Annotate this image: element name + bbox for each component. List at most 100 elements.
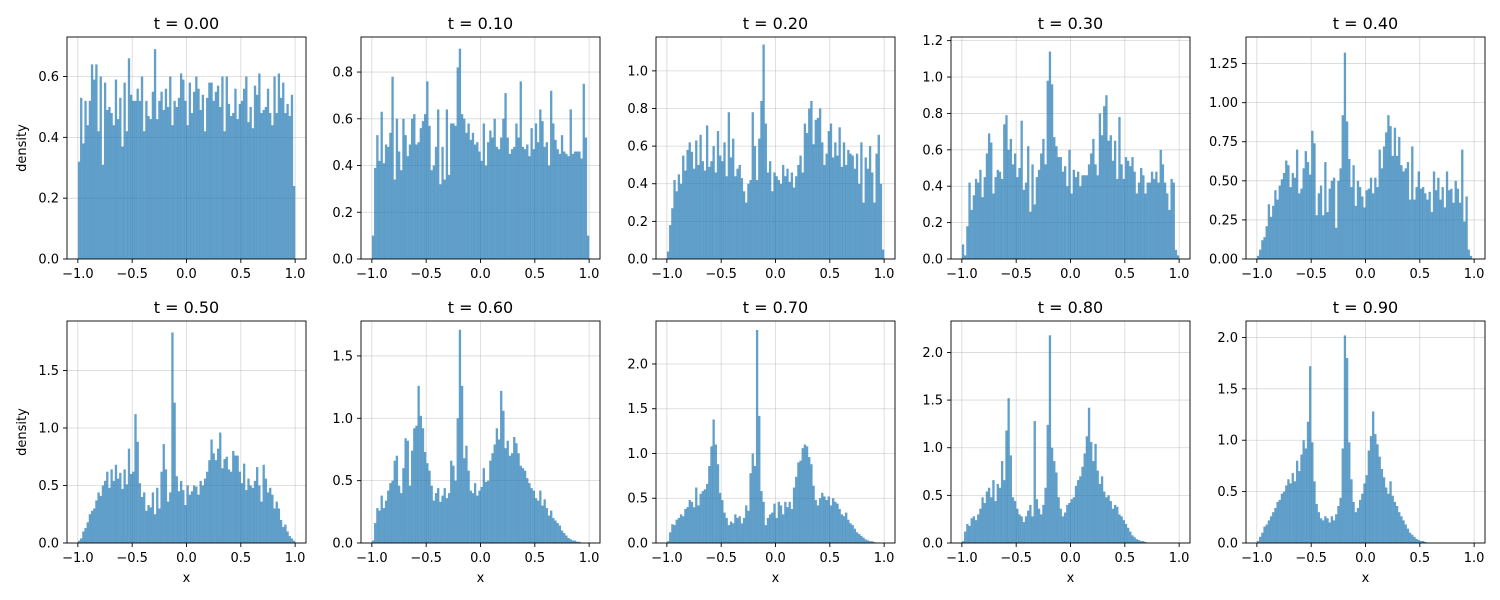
y-tick-label: 0.8 — [332, 66, 353, 81]
histogram-bar — [1087, 164, 1091, 259]
chart-title: t = 0.80 — [1038, 298, 1103, 317]
histogram-bar — [1126, 527, 1130, 543]
histogram-bar — [1087, 407, 1091, 543]
histogram-bar — [476, 495, 479, 543]
histogram-bar — [543, 499, 546, 543]
histogram-bar — [493, 444, 496, 543]
histogram-bar — [1335, 514, 1338, 543]
x-tick-label: 1.0 — [874, 551, 895, 566]
histogram-bar — [1046, 424, 1049, 543]
histogram-bar — [212, 453, 215, 543]
x-tick-label: 0.0 — [765, 267, 786, 282]
histogram-bar — [1404, 168, 1407, 259]
histogram-bar — [825, 500, 828, 543]
histogram-bar — [249, 106, 252, 259]
histogram-bar — [745, 202, 748, 259]
histogram-bar — [1274, 190, 1277, 259]
y-tick-label: 0.0 — [332, 253, 353, 268]
histogram-bar — [1339, 497, 1342, 543]
histogram-bar — [723, 512, 726, 543]
histogram-bar — [1389, 481, 1392, 543]
histogram-bar — [1352, 165, 1355, 259]
histogram-bar — [751, 453, 754, 543]
histogram-bar — [805, 132, 809, 259]
histogram-bar — [151, 492, 155, 543]
x-tick-label: −1.0 — [356, 267, 388, 282]
histogram-bar — [853, 168, 857, 259]
histogram-bar — [292, 540, 296, 543]
histogram-bar — [1456, 188, 1460, 259]
histogram-bar — [690, 501, 694, 543]
histogram-bar — [393, 179, 396, 259]
histogram-bar — [389, 132, 392, 259]
histogram-bar — [879, 183, 883, 259]
histogram-bar — [225, 76, 228, 260]
histogram-bar — [371, 540, 375, 543]
histogram-bar — [827, 496, 830, 543]
x-tick-label: 1.0 — [579, 551, 600, 566]
chart-panel: −1.0 −0.5 0.0 0.5 1.0 0.0 0.5 1.0 1.5 t = 0.60 x — [332, 298, 601, 586]
x-tick-label: 0.5 — [1409, 267, 1430, 282]
chart-title: t = 0.60 — [448, 298, 513, 317]
histogram-bar — [539, 490, 542, 543]
histogram-bar — [391, 480, 394, 543]
histogram-bar — [1276, 501, 1279, 543]
histogram-bar — [441, 495, 444, 543]
histogram-bar — [563, 533, 566, 543]
x-tick-label: 1.0 — [285, 551, 306, 566]
histogram-bar — [703, 170, 707, 259]
histogram-bar — [1035, 499, 1039, 543]
histogram-bar — [110, 113, 113, 259]
histogram-bar — [775, 176, 778, 259]
y-tick-label: 0.2 — [38, 192, 59, 207]
histogram-bar — [697, 164, 700, 259]
histogram-bar — [201, 94, 205, 259]
y-axis-label: density — [15, 408, 30, 456]
histogram-bar — [1385, 132, 1388, 259]
histogram-bar — [582, 83, 585, 259]
histogram-bar — [166, 106, 170, 259]
histogram-bar — [1063, 166, 1067, 259]
histogram-bar — [447, 174, 451, 259]
y-tick-label: 0.2 — [332, 206, 353, 221]
histogram-bar — [998, 487, 1002, 543]
x-tick-label: 1.0 — [1464, 267, 1485, 282]
histogram-bar — [251, 128, 255, 259]
histogram-bar — [1304, 448, 1307, 543]
histogram-bar — [1387, 115, 1390, 260]
histogram-bar — [734, 176, 737, 259]
histogram-bar — [465, 445, 468, 543]
histogram-bar — [439, 501, 442, 543]
x-tick-label: −0.5 — [1295, 551, 1327, 566]
histogram-bar — [116, 119, 120, 259]
histogram-bar — [797, 164, 800, 259]
histogram-bar — [256, 94, 259, 259]
histogram-bar — [766, 517, 770, 543]
histogram-bar — [1068, 149, 1071, 259]
histogram-bar — [1040, 514, 1043, 543]
histogram-bar — [1337, 180, 1340, 259]
histogram-bar — [526, 144, 529, 259]
histogram-bar — [1361, 196, 1364, 259]
histogram-bar — [1079, 186, 1082, 259]
histogram-bar — [576, 541, 579, 543]
histogram-bar — [808, 457, 811, 543]
histogram-bar — [1153, 178, 1156, 259]
histogram-bar — [1170, 178, 1173, 259]
histogram-bar — [558, 525, 562, 543]
histogram-bar — [1259, 249, 1262, 259]
histogram-bar — [171, 125, 174, 260]
histogram-bar — [119, 472, 122, 543]
histogram-bar — [560, 135, 564, 259]
histogram-bar — [502, 118, 505, 259]
histogram-bar — [523, 149, 527, 259]
histogram-bar — [996, 169, 999, 259]
histogram-bar — [829, 123, 833, 259]
histogram-bar — [1369, 177, 1373, 259]
histogram-bar — [184, 100, 187, 260]
x-tick-label: −0.5 — [116, 267, 148, 282]
histogram-bar — [762, 44, 765, 260]
histogram-bar — [387, 146, 390, 259]
histogram-bar — [686, 507, 689, 543]
histogram-bar — [853, 528, 857, 543]
